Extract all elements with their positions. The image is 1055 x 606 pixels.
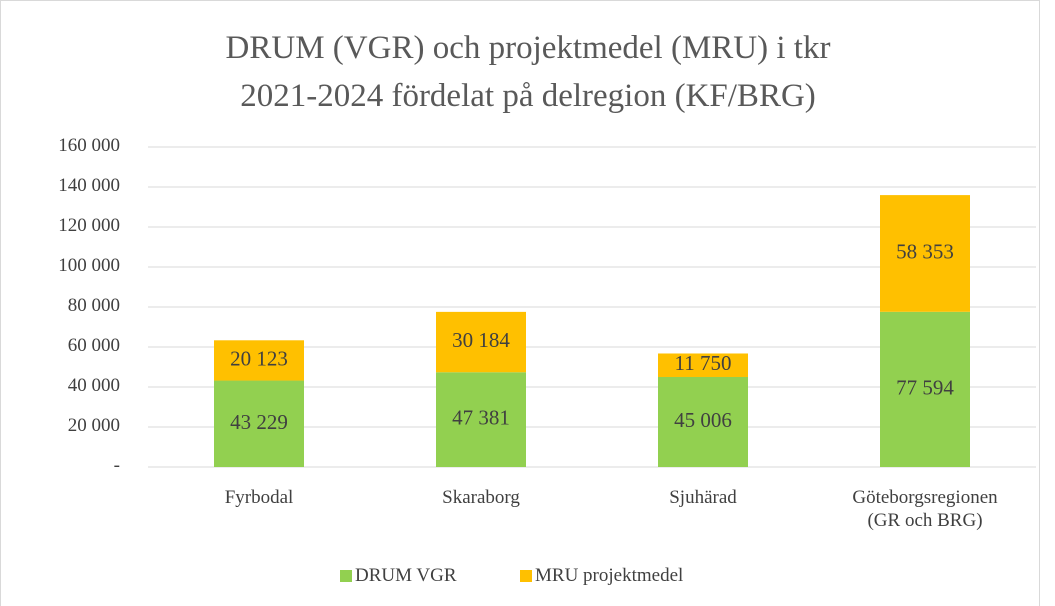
bar-segment <box>436 372 526 467</box>
y-tick-label: - <box>114 455 120 476</box>
y-tick-label: 60 000 <box>68 335 120 356</box>
x-tick-label: Fyrbodal <box>225 487 294 508</box>
bar-segment <box>214 340 304 381</box>
legend-label: DRUM VGR <box>355 565 457 586</box>
data-label: 47 381 <box>452 405 510 429</box>
y-tick-label: 40 000 <box>68 375 120 396</box>
bar-segment <box>880 195 970 312</box>
y-tick-label: 100 000 <box>58 255 120 276</box>
data-label: 20 123 <box>230 346 288 370</box>
legend-swatch <box>340 570 352 582</box>
data-label: 43 229 <box>230 410 288 434</box>
data-label: 45 006 <box>674 408 732 432</box>
bar-segment <box>658 376 748 467</box>
data-label: 77 594 <box>896 375 954 399</box>
y-tick-label: 120 000 <box>58 215 120 236</box>
y-tick-label: 80 000 <box>68 295 120 316</box>
data-label: 58 353 <box>896 239 954 263</box>
bar-segment <box>658 353 748 377</box>
x-tick-label: Skaraborg <box>442 487 520 508</box>
data-label: 11 750 <box>675 351 732 375</box>
y-tick-label: 20 000 <box>68 415 120 436</box>
bar-segment <box>880 311 970 467</box>
y-tick-label: 160 000 <box>58 135 120 156</box>
bar-segment <box>214 380 304 467</box>
chart-title: DRUM (VGR) och projektmedel (MRU) i tkr 2… <box>226 30 831 114</box>
legend-label: MRU projektmedel <box>535 565 683 586</box>
x-tick-label: Göteborgsregionen (GR och BRG) <box>852 487 998 531</box>
legend-swatch <box>520 570 532 582</box>
bar-segment <box>436 311 526 373</box>
data-label: 30 184 <box>452 328 510 352</box>
x-tick-label: Sjuhärad <box>669 487 737 508</box>
y-tick-label: 140 000 <box>58 175 120 196</box>
